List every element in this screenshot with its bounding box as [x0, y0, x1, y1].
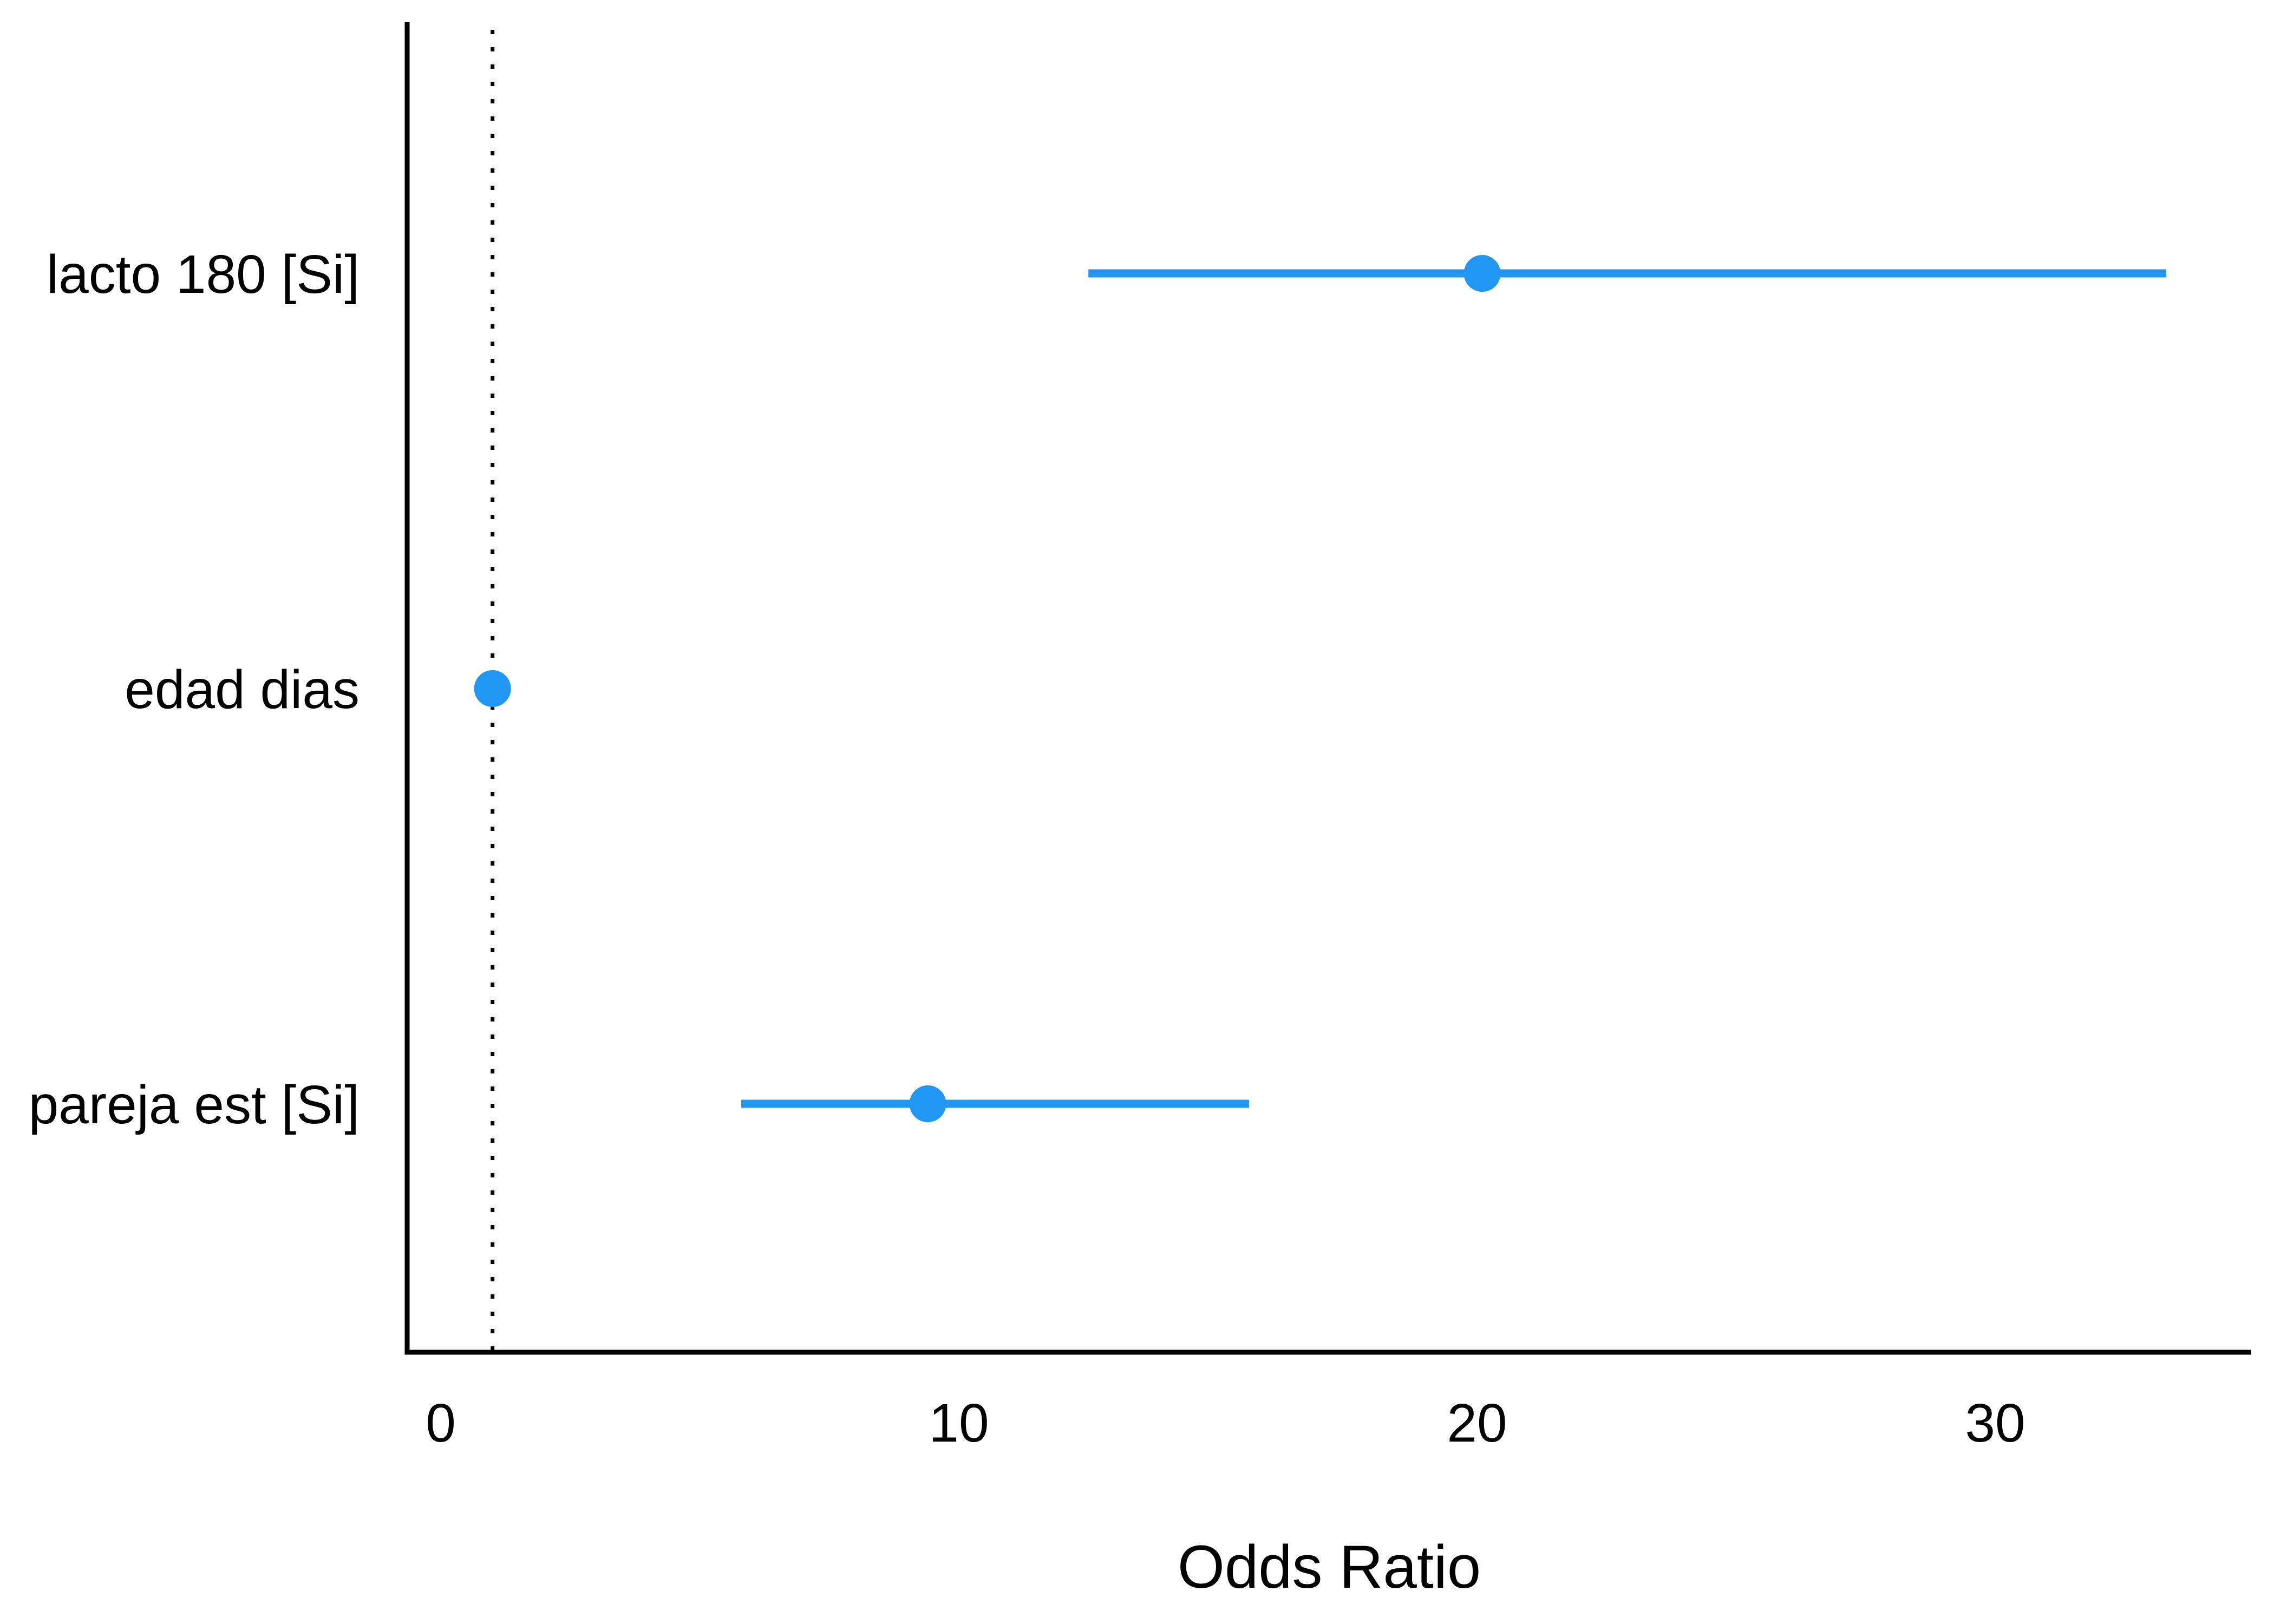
y-axis-label: pareja est [Si]	[29, 1075, 360, 1135]
point-marker	[1463, 255, 1501, 292]
y-axis-label: edad dias	[125, 659, 360, 720]
x-tick-label: 0	[426, 1393, 456, 1453]
x-tick-label: 10	[929, 1393, 989, 1453]
y-axis-label: lacto 180 [Si]	[47, 244, 360, 305]
x-tick-label: 30	[1965, 1393, 2025, 1453]
point-marker	[474, 670, 511, 707]
x-axis-title: Odds Ratio	[1178, 1533, 1481, 1601]
x-tick-label: 20	[1447, 1393, 1507, 1453]
point-marker	[909, 1085, 946, 1122]
